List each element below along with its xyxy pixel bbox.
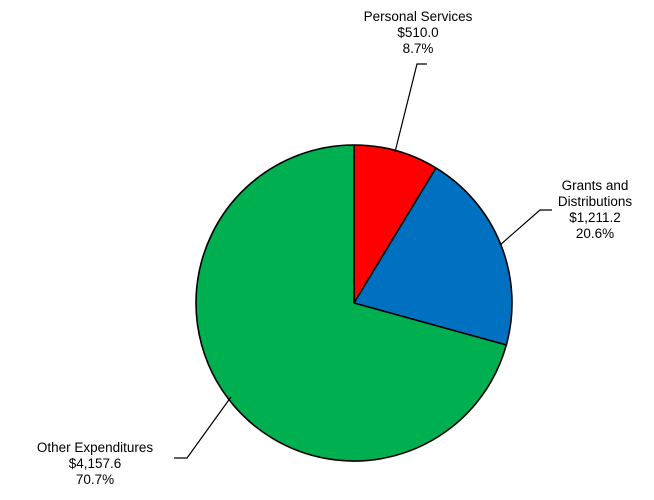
slice-amount: $1,211.2	[569, 210, 621, 225]
pie-slices	[195, 144, 513, 462]
leader-lines	[174, 63, 552, 459]
leader-line-personal-services	[394, 63, 427, 153]
leader-line-other-expenditures	[174, 396, 232, 459]
slice-amount: $4,157.6	[68, 456, 122, 471]
data-label-other-expenditures: Other Expenditures $4,157.6 70.7%	[0, 440, 190, 488]
slice-name: Personal Services	[363, 9, 473, 24]
slice-percent: 70.7%	[75, 472, 115, 487]
slice-percent: 8.7%	[402, 41, 434, 56]
slice-amount: $510.0	[397, 25, 439, 40]
slice-percent: 20.6%	[575, 226, 615, 241]
slice-personal-services	[353, 144, 437, 304]
slice-name: Other Expenditures	[36, 440, 154, 455]
data-label-personal-services: Personal Services $510.0 8.7%	[330, 9, 506, 57]
slice-name-line-2: Distributions	[557, 194, 633, 209]
leader-line-grants-and-distributions	[499, 209, 552, 246]
data-label-grants-and-distributions: Grants and Distributions $1,211.2 20.6%	[536, 178, 654, 242]
slice-name-line-1: Grants and	[561, 178, 629, 193]
slice-other-expenditures	[195, 144, 508, 462]
